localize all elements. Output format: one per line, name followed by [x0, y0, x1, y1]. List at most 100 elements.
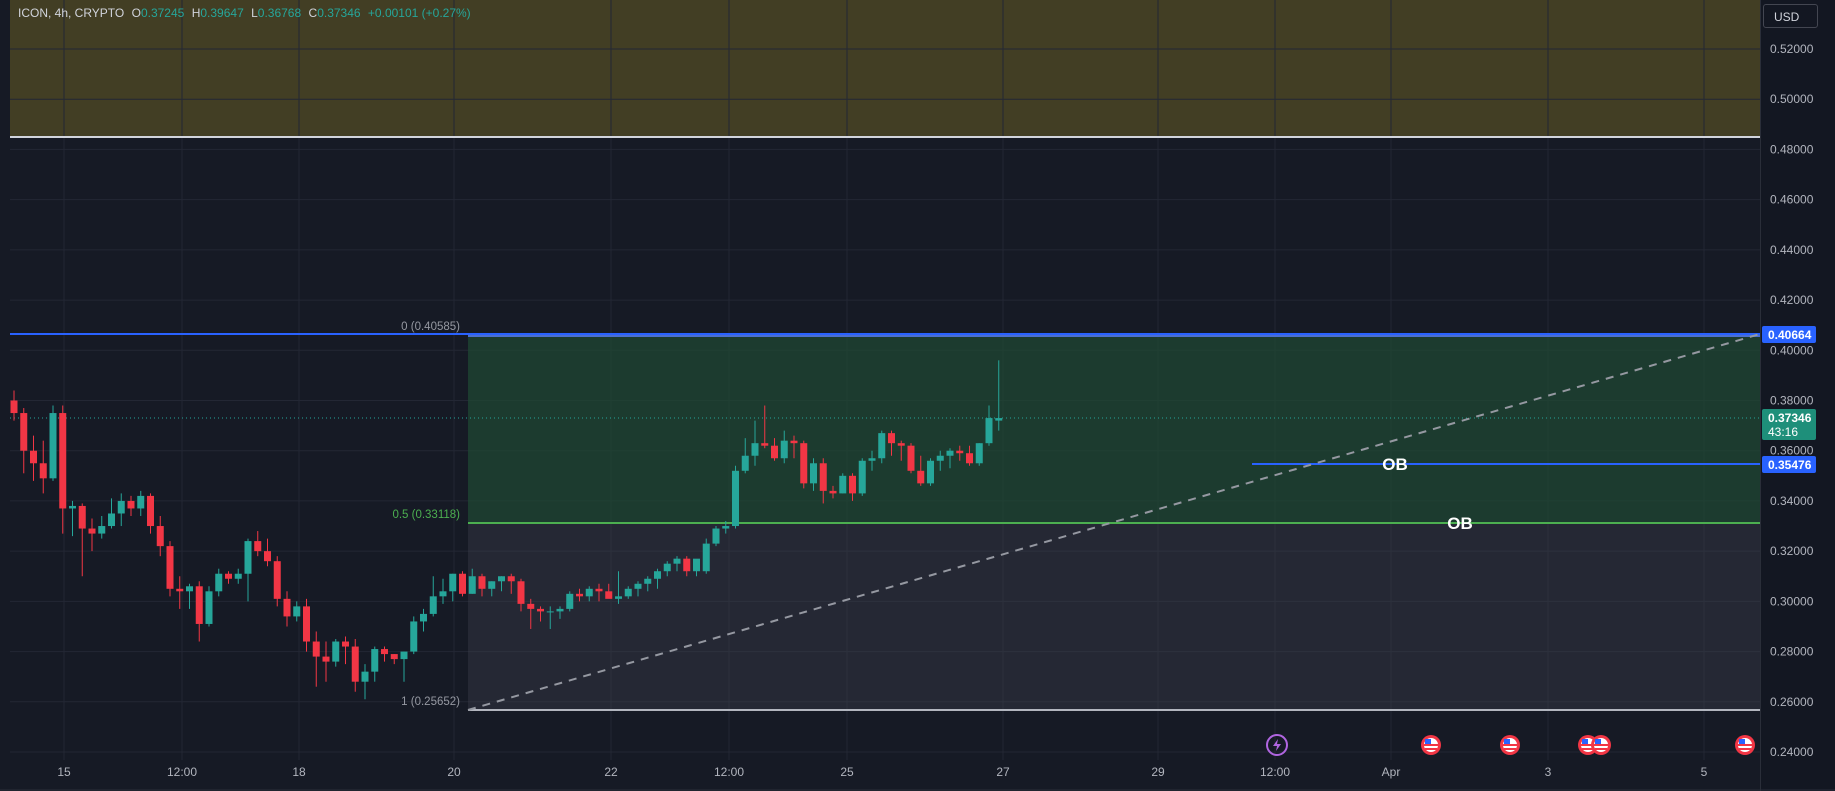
price-tag-top[interactable]: 0.40664 — [1762, 326, 1816, 343]
candle[interactable] — [605, 583, 613, 599]
candle[interactable] — [849, 473, 856, 501]
candle[interactable] — [576, 588, 583, 602]
candle[interactable] — [449, 573, 457, 602]
candle[interactable] — [498, 576, 505, 592]
candle[interactable] — [322, 641, 330, 682]
candle[interactable] — [195, 581, 203, 642]
candle[interactable] — [98, 515, 106, 539]
candle[interactable] — [819, 458, 827, 504]
candle[interactable] — [381, 646, 388, 662]
candle[interactable] — [751, 420, 759, 466]
candle[interactable] — [459, 571, 466, 597]
candle[interactable] — [595, 583, 603, 602]
candle[interactable] — [858, 458, 866, 496]
fib-zone-upper[interactable] — [468, 335, 1760, 523]
candle[interactable] — [663, 561, 671, 577]
candle[interactable] — [186, 583, 193, 609]
candle[interactable] — [166, 541, 174, 597]
candle[interactable] — [429, 576, 437, 617]
candle[interactable] — [342, 636, 349, 665]
candle[interactable] — [351, 639, 359, 692]
candle[interactable] — [683, 556, 691, 577]
candle[interactable] — [10, 390, 18, 421]
candle[interactable] — [761, 405, 769, 449]
candle[interactable] — [566, 591, 574, 612]
candle[interactable] — [556, 606, 564, 619]
candle[interactable] — [790, 435, 798, 459]
candle[interactable] — [527, 598, 535, 629]
candle[interactable] — [205, 586, 213, 627]
candle[interactable] — [985, 405, 993, 446]
candle[interactable] — [127, 495, 135, 516]
candle[interactable] — [546, 606, 554, 629]
fib-zone-lower[interactable] — [468, 523, 1760, 710]
candle[interactable] — [585, 586, 593, 602]
candle[interactable] — [332, 639, 340, 667]
currency-selector[interactable]: USD — [1763, 4, 1818, 28]
candle[interactable] — [264, 538, 271, 567]
us-flag-icon[interactable] — [1421, 735, 1441, 755]
candle[interactable] — [839, 473, 847, 494]
candle[interactable] — [390, 654, 398, 665]
candle[interactable] — [244, 538, 252, 602]
candle[interactable] — [741, 438, 749, 474]
candle[interactable] — [420, 608, 427, 632]
candle[interactable] — [927, 458, 934, 486]
candle[interactable] — [995, 360, 1003, 431]
candle[interactable] — [888, 430, 895, 456]
supply-zone[interactable] — [10, 0, 1760, 137]
candle[interactable] — [20, 408, 28, 474]
candle[interactable] — [644, 576, 652, 592]
us-flag-icon[interactable] — [1735, 735, 1755, 755]
candle[interactable] — [537, 606, 544, 622]
candle[interactable] — [878, 430, 886, 464]
event-lightning-icon[interactable] — [1266, 734, 1288, 756]
candle[interactable] — [361, 664, 369, 700]
candle[interactable] — [702, 538, 710, 574]
candle[interactable] — [225, 571, 232, 584]
candle[interactable] — [615, 571, 622, 604]
candle[interactable] — [410, 616, 418, 655]
candle[interactable] — [712, 526, 720, 547]
candle[interactable] — [936, 450, 944, 471]
candle[interactable] — [283, 591, 291, 627]
candle[interactable] — [117, 493, 125, 527]
candle[interactable] — [439, 578, 447, 604]
candle[interactable] — [975, 443, 983, 466]
candle[interactable] — [517, 578, 525, 612]
candle[interactable] — [49, 405, 57, 481]
candle[interactable] — [722, 521, 730, 534]
candle[interactable] — [917, 455, 925, 486]
candle[interactable] — [293, 601, 301, 622]
candle[interactable] — [478, 573, 486, 597]
candle[interactable] — [254, 531, 262, 557]
candle[interactable] — [137, 490, 145, 516]
candle[interactable] — [147, 493, 154, 534]
us-flag-icon[interactable] — [1591, 735, 1611, 755]
candle[interactable] — [868, 450, 876, 471]
candle[interactable] — [312, 631, 320, 687]
candle[interactable] — [371, 646, 379, 682]
candle[interactable] — [956, 445, 964, 461]
candle[interactable] — [693, 558, 700, 577]
candle[interactable] — [400, 651, 408, 682]
price-axis[interactable] — [1761, 0, 1835, 791]
candle[interactable] — [634, 581, 642, 597]
time-axis[interactable] — [0, 760, 1760, 791]
candle[interactable] — [176, 576, 184, 609]
candle[interactable] — [69, 500, 76, 537]
candle[interactable] — [488, 581, 496, 597]
us-flag-icon[interactable] — [1500, 735, 1520, 755]
candle[interactable] — [215, 568, 223, 597]
candle[interactable] — [30, 435, 37, 481]
candle[interactable] — [234, 568, 242, 584]
candle[interactable] — [468, 568, 476, 594]
price-tag-mid[interactable]: 0.35476 — [1762, 456, 1816, 473]
candle[interactable] — [88, 518, 96, 552]
candle[interactable] — [800, 440, 808, 489]
candle[interactable] — [108, 498, 115, 529]
candle[interactable] — [156, 515, 164, 557]
candle[interactable] — [810, 458, 817, 491]
candle[interactable] — [59, 405, 67, 534]
